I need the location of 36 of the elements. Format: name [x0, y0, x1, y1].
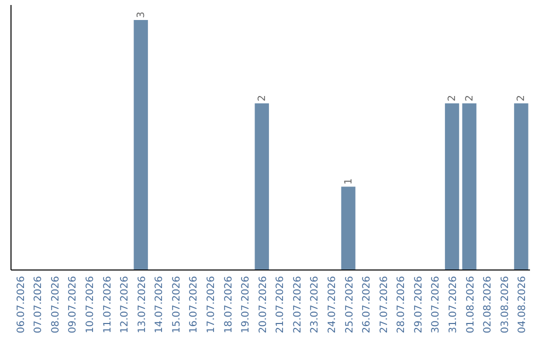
x-tick-label: 17.07.2026 — [206, 276, 217, 334]
x-tick-label: 02.08.2026 — [482, 276, 494, 334]
data-label: 2 — [464, 94, 476, 102]
x-tick-label: 19.07.2026 — [240, 276, 252, 334]
x-tick-label: 25.07.2026 — [344, 276, 356, 334]
x-tick-label: 29.07.2026 — [413, 276, 424, 334]
x-tick-label: 03.08.2026 — [500, 276, 511, 334]
x-tick-label: 22.07.2026 — [292, 276, 304, 334]
x-tick-label: 10.07.2026 — [84, 276, 96, 334]
x-tick-label: 24.07.2026 — [327, 276, 338, 334]
x-tick-label: 31.07.2026 — [448, 276, 460, 334]
x-tick-label: 16.07.2026 — [188, 276, 200, 334]
x-tick-label: 04.08.2026 — [517, 276, 528, 334]
x-tick-label: 06.07.2026 — [16, 276, 27, 334]
data-label: 2 — [256, 94, 268, 102]
x-tick-label: 08.07.2026 — [50, 276, 62, 334]
x-tick-label: 13.07.2026 — [136, 276, 148, 334]
data-label: 1 — [343, 178, 354, 185]
x-tick-label: 12.07.2026 — [120, 276, 131, 334]
x-tick-label: 26.07.2026 — [362, 276, 373, 334]
x-tick-label: 14.07.2026 — [154, 276, 166, 334]
x-tick-label: 11.07.2026 — [102, 276, 114, 334]
x-tick-label: 30.07.2026 — [430, 276, 442, 334]
x-tick-label: 01.08.2026 — [465, 276, 476, 334]
data-label: 3 — [136, 12, 147, 18]
x-tick-label: 21.07.2026 — [275, 276, 286, 334]
x-tick-label: 20.07.2026 — [258, 276, 269, 334]
x-tick-label: 23.07.2026 — [310, 276, 321, 334]
x-tick-label: 27.07.2026 — [378, 276, 390, 334]
x-tick-label: 09.07.2026 — [68, 276, 79, 334]
x-tick-label: 28.07.2026 — [396, 276, 408, 334]
x-tick-label: 07.07.2026 — [33, 276, 44, 334]
x-tick-label: 15.07.2026 — [171, 276, 182, 334]
data-label: 2 — [516, 94, 528, 102]
data-label: 2 — [447, 94, 458, 102]
x-tick-label: 18.07.2026 — [223, 276, 234, 334]
